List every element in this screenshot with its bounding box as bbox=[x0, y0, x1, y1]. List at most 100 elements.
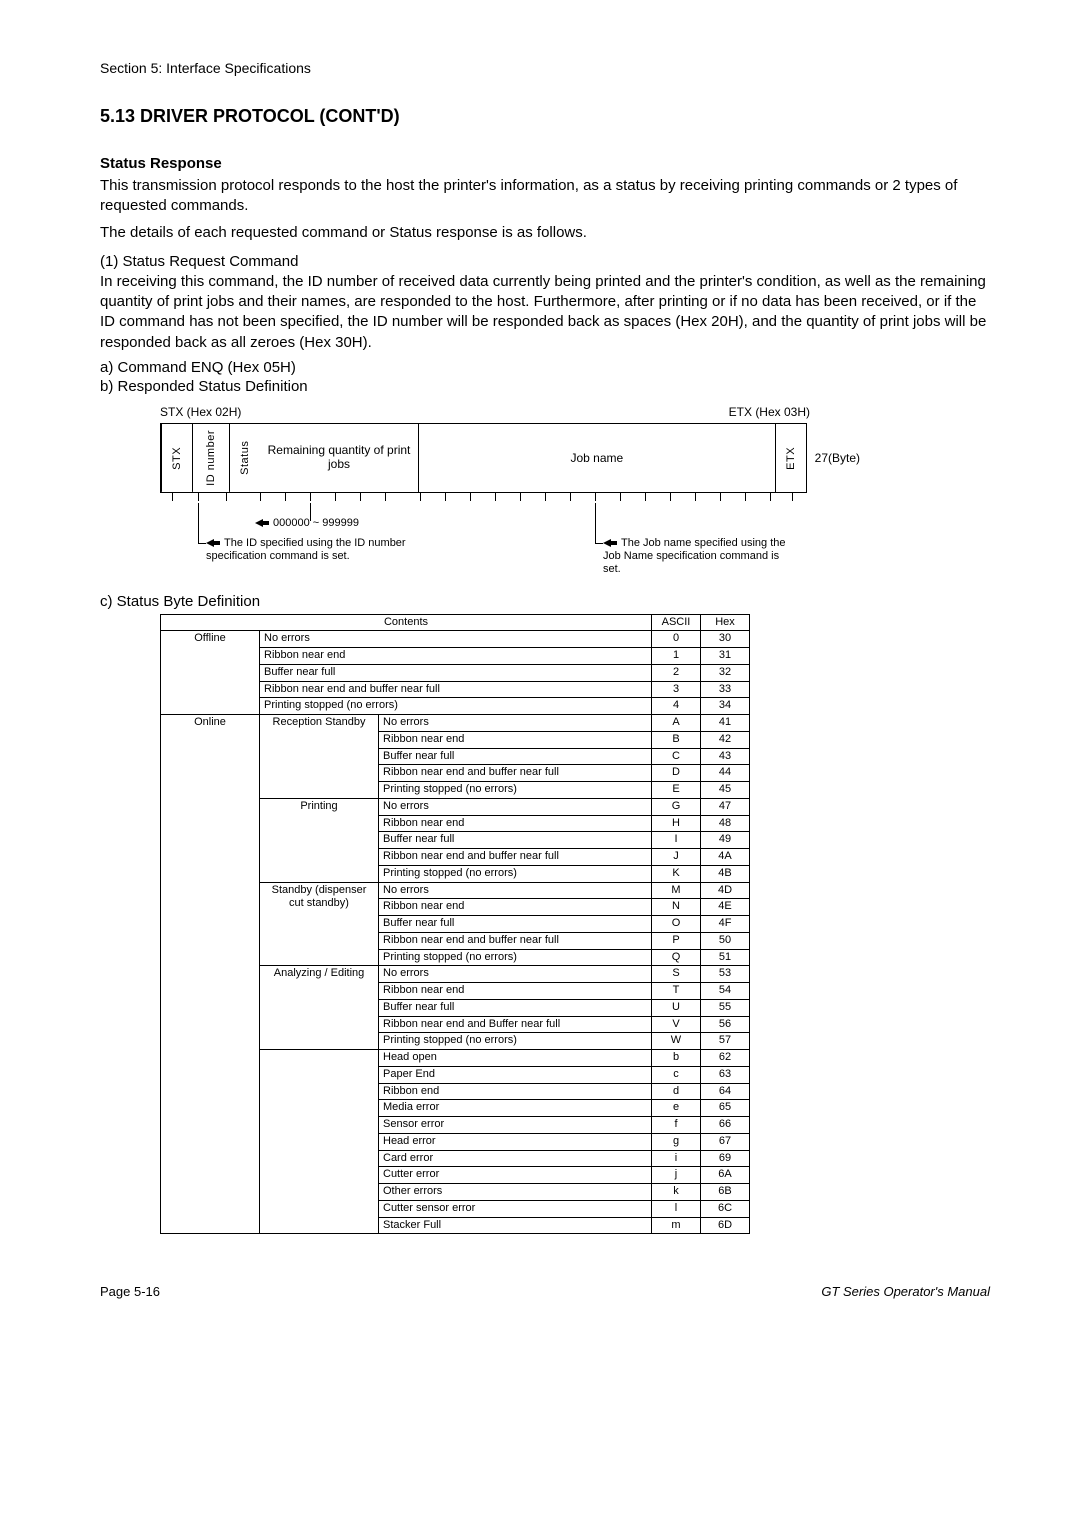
footer-manual: GT Series Operator's Manual bbox=[821, 1284, 990, 1299]
page-title: 5.13 DRIVER PROTOCOL (CONT'D) bbox=[100, 106, 990, 127]
desc-cell: Card error bbox=[379, 1150, 652, 1167]
desc-cell: Ribbon near end bbox=[379, 983, 652, 1000]
hex-cell: 6B bbox=[701, 1184, 750, 1201]
desc-cell: Printing stopped (no errors) bbox=[379, 949, 652, 966]
table-row: OfflineNo errors030 bbox=[161, 631, 750, 648]
desc-cell: Other errors bbox=[379, 1184, 652, 1201]
hex-cell: 67 bbox=[701, 1133, 750, 1150]
ascii-cell: E bbox=[652, 782, 701, 799]
status-diagram: STX (Hex 02H) ETX (Hex 03H) STX ID numbe… bbox=[160, 405, 860, 587]
diagram-bytes: 27(Byte) bbox=[815, 451, 860, 465]
diagram-cell-stx: STX bbox=[161, 424, 192, 492]
ascii-cell: k bbox=[652, 1184, 701, 1201]
hex-cell: 34 bbox=[701, 698, 750, 715]
ascii-cell: G bbox=[652, 798, 701, 815]
hex-cell: 4F bbox=[701, 916, 750, 933]
desc-cell: Paper End bbox=[379, 1066, 652, 1083]
hex-cell: 55 bbox=[701, 999, 750, 1016]
ascii-cell: i bbox=[652, 1150, 701, 1167]
desc-cell: No errors bbox=[379, 715, 652, 732]
ascii-cell: H bbox=[652, 815, 701, 832]
desc-cell: Cutter error bbox=[379, 1167, 652, 1184]
ascii-cell: T bbox=[652, 983, 701, 1000]
hex-cell: 31 bbox=[701, 648, 750, 665]
ascii-cell: 2 bbox=[652, 664, 701, 681]
diagram-note-job: The Job name specified using the Job Nam… bbox=[603, 537, 793, 577]
hex-cell: 6C bbox=[701, 1200, 750, 1217]
item1-head: (1) Status Request Command bbox=[100, 253, 990, 270]
desc-cell: Ribbon near end bbox=[260, 648, 652, 665]
hex-cell: 50 bbox=[701, 932, 750, 949]
desc-cell: Stacker Full bbox=[379, 1217, 652, 1234]
ascii-cell: N bbox=[652, 899, 701, 916]
ascii-cell: 0 bbox=[652, 631, 701, 648]
desc-cell: No errors bbox=[379, 966, 652, 983]
desc-cell: Buffer near full bbox=[379, 832, 652, 849]
ascii-cell: 1 bbox=[652, 648, 701, 665]
hex-cell: 30 bbox=[701, 631, 750, 648]
ascii-cell: U bbox=[652, 999, 701, 1016]
hex-cell: 53 bbox=[701, 966, 750, 983]
hex-cell: 56 bbox=[701, 1016, 750, 1033]
hex-cell: 57 bbox=[701, 1033, 750, 1050]
hex-cell: 66 bbox=[701, 1117, 750, 1134]
th-contents: Contents bbox=[161, 614, 652, 631]
desc-cell: Head open bbox=[379, 1050, 652, 1067]
diagram-stx-label: STX (Hex 02H) bbox=[160, 405, 241, 419]
diagram-etx-label: ETX (Hex 03H) bbox=[729, 405, 810, 419]
hex-cell: 4A bbox=[701, 849, 750, 866]
diagram-note-id-text: The ID specified using the ID number spe… bbox=[206, 537, 406, 562]
desc-cell: Printing stopped (no errors) bbox=[379, 782, 652, 799]
th-hex: Hex bbox=[701, 614, 750, 631]
desc-cell: Ribbon near end and Buffer near full bbox=[379, 1016, 652, 1033]
footer-page: Page 5-16 bbox=[100, 1284, 160, 1299]
ascii-cell: b bbox=[652, 1050, 701, 1067]
desc-cell: Printing stopped (no errors) bbox=[379, 1033, 652, 1050]
ascii-cell: A bbox=[652, 715, 701, 732]
ascii-cell: g bbox=[652, 1133, 701, 1150]
desc-cell: Ribbon near end bbox=[379, 815, 652, 832]
diagram-cell-remain: Remaining quantity of print jobs bbox=[260, 424, 419, 492]
hex-cell: 62 bbox=[701, 1050, 750, 1067]
ascii-cell: V bbox=[652, 1016, 701, 1033]
diagram-cell-id: ID number bbox=[192, 424, 229, 492]
diagram-cell-job: Job name bbox=[419, 424, 776, 492]
th-ascii: ASCII bbox=[652, 614, 701, 631]
diagram-range: 000000 ~ 999999 bbox=[255, 517, 359, 530]
ascii-cell: K bbox=[652, 865, 701, 882]
hex-cell: 69 bbox=[701, 1150, 750, 1167]
desc-cell: No errors bbox=[260, 631, 652, 648]
ascii-cell: W bbox=[652, 1033, 701, 1050]
desc-cell: Ribbon near end and buffer near full bbox=[260, 681, 652, 698]
desc-cell: Buffer near full bbox=[260, 664, 652, 681]
hex-cell: 41 bbox=[701, 715, 750, 732]
desc-cell: Ribbon near end bbox=[379, 899, 652, 916]
diagram-cell-status: Status bbox=[229, 424, 260, 492]
ascii-cell: M bbox=[652, 882, 701, 899]
desc-cell: No errors bbox=[379, 798, 652, 815]
table-row: OnlineReception StandbyNo errorsA41 bbox=[161, 715, 750, 732]
diagram-note-id: The ID specified using the ID number spe… bbox=[206, 537, 421, 563]
diagram-cell-etx: ETX bbox=[776, 424, 806, 492]
ascii-cell: c bbox=[652, 1066, 701, 1083]
ascii-cell: S bbox=[652, 966, 701, 983]
group-cell-online: Online bbox=[161, 715, 260, 1234]
desc-cell: Ribbon end bbox=[379, 1083, 652, 1100]
hex-cell: 43 bbox=[701, 748, 750, 765]
desc-cell: No errors bbox=[379, 882, 652, 899]
hex-cell: 6D bbox=[701, 1217, 750, 1234]
hex-cell: 47 bbox=[701, 798, 750, 815]
hex-cell: 4E bbox=[701, 899, 750, 916]
status-response-para1: This transmission protocol responds to t… bbox=[100, 176, 990, 217]
desc-cell: Buffer near full bbox=[379, 916, 652, 933]
desc-cell: Cutter sensor error bbox=[379, 1200, 652, 1217]
hex-cell: 32 bbox=[701, 664, 750, 681]
diagram-range-text: 000000 ~ 999999 bbox=[273, 517, 359, 529]
ascii-cell: I bbox=[652, 832, 701, 849]
status-byte-table: Contents ASCII Hex OfflineNo errors030Ri… bbox=[160, 614, 750, 1235]
desc-cell: Printing stopped (no errors) bbox=[379, 865, 652, 882]
subgroup-cell: Printing bbox=[260, 798, 379, 882]
diagram-note-job-text: The Job name specified using the Job Nam… bbox=[603, 537, 786, 575]
ascii-cell: O bbox=[652, 916, 701, 933]
hex-cell: 48 bbox=[701, 815, 750, 832]
